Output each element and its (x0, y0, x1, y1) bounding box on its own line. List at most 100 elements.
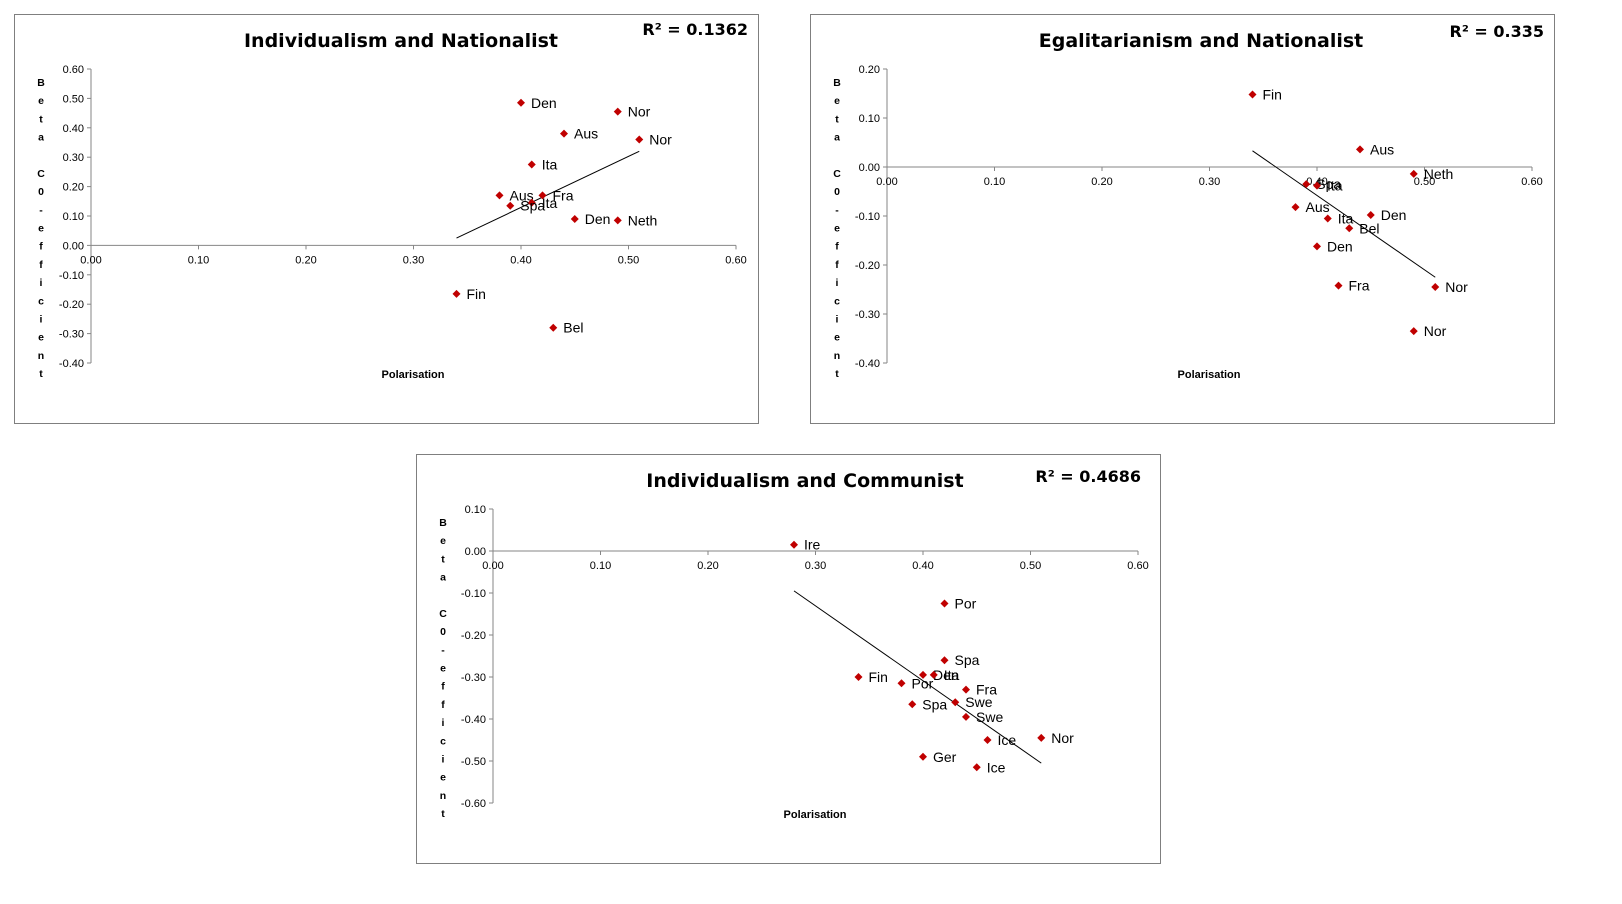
trendline (1252, 150, 1436, 278)
x-tick-label: 0.00 (482, 560, 503, 572)
data-point (1345, 224, 1354, 233)
data-point-label: Den (933, 667, 959, 683)
y-axis-label-char: e (440, 663, 446, 675)
y-axis-label-char: i (442, 717, 445, 729)
y-tick-label: 0.30 (63, 152, 84, 164)
chart-panel-individualism-nationalist: Individualism and Nationalist R² = 0.1362… (14, 14, 759, 424)
data-point-label: Spa (520, 198, 545, 214)
data-point (506, 201, 515, 210)
data-point-label: Swe (965, 694, 992, 710)
y-axis-label-char: 0 (440, 626, 446, 638)
y-axis-label-char: f (39, 259, 43, 271)
data-point-label: Neth (628, 212, 658, 228)
x-axis-label: Polarisation (1178, 369, 1241, 381)
x-tick-label: 0.10 (984, 176, 1005, 188)
y-axis-label-char: e (834, 95, 840, 107)
data-point-label: Nor (1051, 730, 1074, 746)
data-point (1431, 283, 1440, 292)
x-tick-label: 0.00 (876, 176, 897, 188)
y-axis-label-char: 0 (834, 186, 840, 198)
data-point (1356, 145, 1364, 154)
data-point-label: Nor (649, 132, 672, 148)
y-tick-label: -0.60 (461, 798, 486, 810)
data-point-label: Spa (1316, 176, 1341, 192)
data-point (1037, 733, 1046, 742)
y-axis-label-char: i (836, 277, 839, 289)
y-axis-label-char: i (836, 313, 839, 325)
y-axis-label-char: e (38, 223, 44, 235)
x-tick-label: 0.40 (510, 254, 531, 266)
y-tick-label: -0.10 (461, 588, 486, 600)
data-point (613, 107, 622, 116)
y-axis-label-char: e (440, 535, 446, 547)
x-tick-label: 0.20 (295, 254, 316, 266)
data-point (527, 160, 536, 169)
data-point-label: Nor (1445, 279, 1468, 295)
data-point-label: Ita (542, 195, 558, 211)
data-point (962, 685, 970, 694)
y-axis-label-char: t (39, 368, 43, 380)
y-tick-label: 0.60 (63, 64, 84, 76)
data-point (1291, 203, 1300, 212)
data-point-label: Neth (1424, 166, 1454, 182)
y-axis-label-char: c (834, 295, 840, 307)
y-tick-label: -0.20 (461, 630, 486, 642)
y-tick-label: 0.00 (859, 162, 880, 174)
y-axis-label-char: e (834, 223, 840, 235)
y-tick-label: -0.20 (855, 260, 880, 272)
data-point-label: Fin (869, 669, 888, 685)
y-axis-label-char: i (442, 753, 445, 765)
y-axis-label-char: t (835, 368, 839, 380)
y-axis-label-char: a (834, 132, 840, 144)
data-point-label: Ita (542, 157, 558, 173)
data-point-label: Fra (1349, 278, 1370, 294)
y-tick-label: -0.30 (59, 329, 84, 341)
data-point-label: Fra (553, 187, 574, 203)
y-axis-label-char: i (40, 313, 43, 325)
data-point (929, 670, 938, 679)
chart-svg-egalitarianism-nationalist: Egalitarianism and Nationalist R² = 0.335… (833, 22, 1544, 381)
data-point (1313, 181, 1321, 190)
data-point-label: Nor (1424, 323, 1447, 339)
data-point (560, 129, 568, 138)
data-point (940, 599, 949, 608)
data-point (908, 700, 917, 709)
r-squared-label: R² = 0.4686 (1035, 467, 1141, 486)
trendline (793, 590, 1042, 764)
r-squared-label: R² = 0.335 (1450, 22, 1544, 41)
data-point-label: Ger (933, 749, 957, 765)
y-axis-label-char: a (38, 132, 44, 144)
data-point-label: Swe (976, 709, 1003, 725)
r-squared-label: R² = 0.1362 (642, 20, 748, 39)
y-axis-label-char: B (439, 517, 447, 529)
data-point (1409, 169, 1418, 178)
chart-panel-individualism-communist: Individualism and Communist R² = 0.4686 0.… (416, 454, 1161, 864)
data-point-label: Aus (510, 187, 534, 203)
y-axis-label-char: e (834, 332, 840, 344)
data-point (919, 670, 927, 679)
data-point-label: Bel (1359, 220, 1379, 236)
x-tick-label: 0.30 (805, 560, 826, 572)
y-axis-label-char: n (440, 790, 446, 802)
data-point-label: Den (585, 211, 611, 227)
x-axis-label: Polarisation (784, 809, 847, 821)
y-tick-label: 0.50 (63, 93, 84, 105)
data-point-label: Ice (987, 759, 1006, 775)
data-point-label: Den (1381, 207, 1407, 223)
trendline (456, 150, 640, 239)
y-axis-label-char: C (833, 168, 841, 180)
y-axis-label-char: t (39, 113, 43, 125)
data-point (538, 191, 547, 200)
chart-svg-individualism-nationalist: Individualism and Nationalist R² = 0.1362… (37, 20, 748, 381)
data-point (940, 656, 949, 665)
y-axis-label-char: n (38, 350, 44, 362)
data-point-label: Ire (804, 537, 821, 553)
x-tick-label: 0.50 (618, 254, 639, 266)
x-tick-label: 0.50 (1414, 176, 1435, 188)
y-axis-label-char: f (441, 681, 445, 693)
y-tick-label: 0.10 (465, 504, 486, 516)
data-point (1366, 211, 1375, 220)
y-axis-label-char: C (439, 608, 447, 620)
y-axis-label-char: e (440, 772, 446, 784)
y-axis-label-char: B (37, 77, 45, 89)
